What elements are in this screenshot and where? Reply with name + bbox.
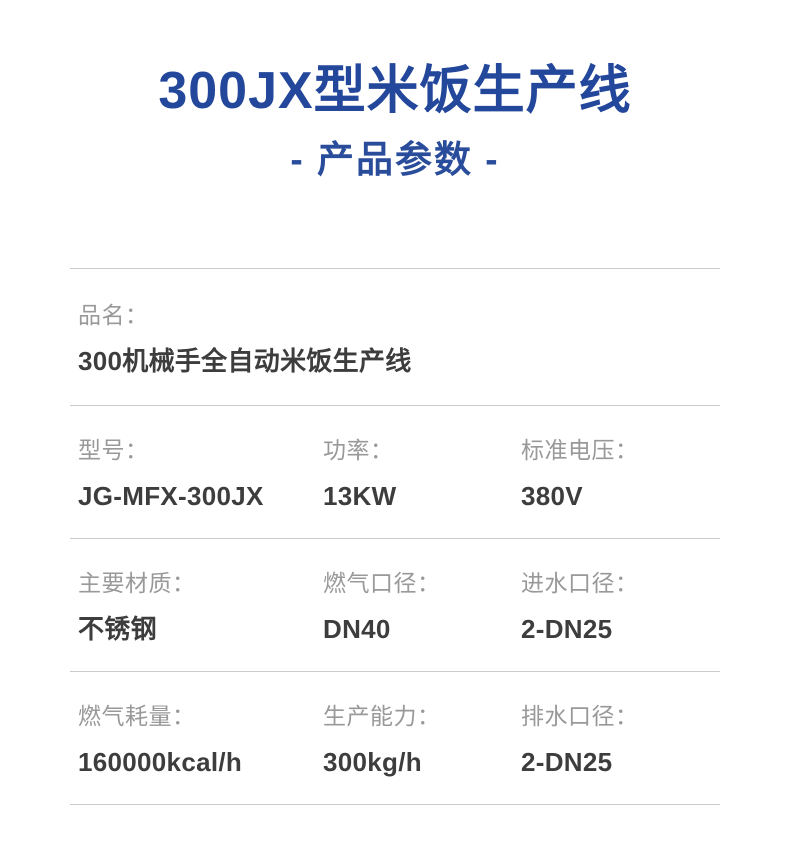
spec-label: 燃气口径： bbox=[323, 569, 441, 596]
spec-value: 2-DN25 bbox=[521, 746, 613, 777]
spec-table: 品名： 300机械手全自动米饭生产线 型号： JG-MFX-300JX 功率： … bbox=[70, 268, 720, 805]
divider-3 bbox=[70, 670, 720, 672]
spec-value: 380V bbox=[521, 480, 583, 511]
spec-value: JG-MFX-300JX bbox=[78, 480, 264, 511]
spec-value: 300机械手全自动米饭生产线 bbox=[78, 345, 412, 376]
divider-top bbox=[70, 268, 720, 269]
page-header: 300JX型米饭生产线 - 产品参数 - bbox=[0, 0, 790, 183]
spec-label: 燃气耗量： bbox=[78, 702, 196, 729]
spec-cell-gas-consumption: 燃气耗量： 160000kcal/h bbox=[78, 702, 323, 778]
page-subtitle: - 产品参数 - bbox=[290, 139, 500, 181]
table-row: 主要材质： 不锈钢 燃气口径： DN40 进水口径： 2-DN25 bbox=[70, 539, 720, 671]
spec-cell-gas-inlet-diameter: 燃气口径： DN40 bbox=[323, 569, 521, 645]
spec-cell-material: 主要材质： 不锈钢 bbox=[78, 569, 323, 645]
spec-cell-capacity: 生产能力： 300kg/h bbox=[323, 702, 521, 778]
spec-label: 生产能力： bbox=[323, 702, 441, 729]
spec-cell-water-inlet-diameter: 进水口径： 2-DN25 bbox=[521, 569, 720, 645]
spec-label: 主要材质： bbox=[78, 569, 196, 596]
spec-cell-power: 功率： 13KW bbox=[323, 436, 521, 512]
spec-value: 300kg/h bbox=[323, 746, 422, 777]
divider-2 bbox=[70, 537, 720, 539]
spec-cell-voltage: 标准电压： 380V bbox=[521, 436, 720, 512]
page-title: 300JX型米饭生产线 bbox=[158, 62, 632, 120]
spec-cell-drain-diameter: 排水口径： 2-DN25 bbox=[521, 702, 720, 778]
spec-value: 不锈钢 bbox=[78, 613, 157, 644]
spec-label: 品名： bbox=[78, 302, 149, 328]
spec-label: 标准电压： bbox=[521, 436, 639, 463]
table-row: 燃气耗量： 160000kcal/h 生产能力： 300kg/h 排水口径： 2… bbox=[70, 672, 720, 804]
spec-label: 进水口径： bbox=[521, 569, 639, 596]
spec-cell-product-name: 品名： 300机械手全自动米饭生产线 bbox=[78, 301, 720, 377]
divider-bottom bbox=[70, 803, 720, 805]
spec-value: 2-DN25 bbox=[521, 613, 613, 644]
spec-value: DN40 bbox=[323, 613, 391, 644]
spec-label: 型号： bbox=[78, 436, 149, 463]
spec-label: 功率： bbox=[323, 436, 394, 463]
spec-cell-model: 型号： JG-MFX-300JX bbox=[78, 436, 323, 512]
spec-label: 排水口径： bbox=[521, 702, 639, 729]
spec-value: 13KW bbox=[323, 480, 397, 511]
table-row: 品名： 300机械手全自动米饭生产线 bbox=[70, 269, 720, 405]
divider-1 bbox=[70, 404, 720, 406]
table-row: 型号： JG-MFX-300JX 功率： 13KW 标准电压： 380V bbox=[70, 406, 720, 538]
spec-value: 160000kcal/h bbox=[78, 746, 243, 777]
